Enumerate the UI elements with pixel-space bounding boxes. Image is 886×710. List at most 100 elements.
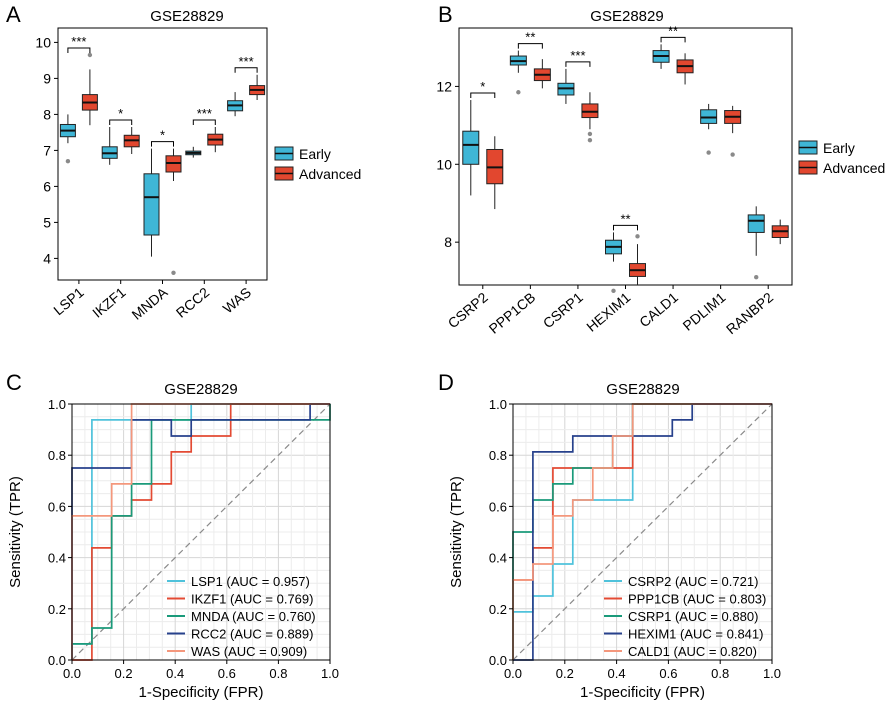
legend-label: Early [823,140,855,156]
x-tick-label: 1.0 [763,666,781,681]
y-tick-label: 12 [436,78,452,94]
plot-frame [57,27,268,281]
y-tick-label: 0.8 [489,448,507,463]
panel-letter-d: D [438,370,454,395]
significance-bracket [517,43,543,49]
x-tick-label: 0.6 [218,666,236,681]
significance-label: *** [239,54,254,69]
y-tick-label: 0.0 [489,653,507,668]
roc-curve-rcc2 [71,403,330,660]
y-axis-label: Sensitivity (TPR) [448,476,465,588]
roc-curve-cald1 [512,403,772,660]
x-tick-label: PDLIM1 [680,289,729,334]
x-tick-label: CSRP1 [540,289,586,331]
y-tick-label: 7 [43,142,51,158]
x-tick-label: 0.0 [504,666,522,681]
roc-curve-ikzf1 [72,403,330,661]
outlier-point [730,152,735,157]
y-tick-label: 0.0 [48,653,66,668]
significance-bracket [613,224,638,231]
plot-frame [458,27,793,286]
legend-label: HEXIM1 (AUC = 0.841) [628,627,763,642]
legend-label: Advanced [299,166,361,182]
boxplot-a: 4 5 6 7 8 9 10 LSP1 *** IKZF1 * MNDA * RCC2 *** WAS *** E… [35,27,361,323]
y-tick-label: 0.4 [489,551,507,566]
x-tick-label: 0.8 [269,666,287,681]
x-tick-label: 1.0 [321,666,339,681]
panel-a-title: GSE28829 [150,8,223,25]
significance-bracket [192,119,216,125]
x-tick-label: RCC2 [173,284,213,321]
legend-label: IKZF1 (AUC = 0.769) [191,592,313,607]
x-tick-label: 0.6 [659,666,677,681]
x-tick-label: CSRP2 [445,289,491,331]
legend-label: Early [299,146,331,162]
roc-curve-hexim1 [513,403,772,661]
legend-label: MNDA (AUC = 0.760) [191,609,316,624]
legend-label: WAS (AUC = 0.909) [191,644,307,659]
y-tick-label: 10 [35,34,51,50]
significance-label: * [160,128,165,143]
y-tick-label: 0.2 [48,602,66,617]
x-tick-label: 0.0 [63,666,81,681]
roc-plot-d: 0.00.0 0.2 0.2 0.4 0.4 0.6 0.6 0.8 0.8 1.0 1.0 1-Sp… [448,397,781,701]
y-tick-label: 8 [444,234,452,250]
x-tick-label: WAS [220,284,254,316]
legend-label: CALD1 (AUC = 0.820) [628,644,757,659]
significance-label: ** [668,23,678,38]
significance-bracket [109,119,133,125]
panel-c-title: GSE28829 [164,381,237,398]
x-tick-label: 0.4 [608,666,626,681]
outlier-point [611,288,616,294]
significance-bracket [660,36,686,43]
legend-label: Advanced [823,160,885,176]
y-tick-label: 0.6 [48,499,66,514]
y-tick-label: 6 [43,178,51,194]
significance-bracket [565,61,591,67]
y-tick-label: 0.6 [489,499,507,514]
panel-d-title: GSE28829 [606,381,679,398]
x-tick-label: LSP1 [50,284,87,318]
panel-b-title: GSE28829 [590,8,663,25]
x-axis-label: 1-Specificity (FPR) [138,684,263,701]
y-tick-label: 0.4 [48,551,66,566]
outlier-point [587,131,593,137]
panel-letter-a: A [6,2,21,27]
y-tick-label: 0.2 [489,602,507,617]
outlier-point [754,275,759,280]
y-tick-label: 10 [436,156,452,172]
significance-label: * [480,79,485,94]
box-early [143,173,160,236]
significance-label: *** [71,34,86,49]
significance-label: * [118,106,123,121]
significance-label: *** [570,48,585,63]
x-tick-label: 0.2 [115,666,133,681]
x-tick-label: RANBP2 [723,289,776,337]
x-tick-label: CALD1 [636,289,681,330]
significance-bracket [470,92,496,99]
outlier-point [516,90,521,95]
legend-label: RCC2 (AUC = 0.889) [191,627,313,642]
plot-frame [71,403,331,661]
outlier-point [171,270,176,275]
panel-letter-b: B [438,2,453,27]
roc-curve-mnda [71,404,331,660]
outlier-point [706,150,711,155]
legend-label: PPP1CB (AUC = 0.803) [628,592,766,607]
x-tick-label: 0.4 [166,666,184,681]
x-axis-label: 1-Specificity (FPR) [580,684,705,701]
boxplot-b: 8 10 12 CSRP2 * PPP1CB ** CSRP1 *** HEXIM1 ** CALD1… [436,23,885,337]
y-tick-label: 0.8 [48,448,66,463]
significance-label: ** [620,211,630,226]
box-early [747,214,765,233]
y-tick-label: 8 [43,106,51,122]
roc-plot-c: 0.00.0 0.2 0.2 0.4 0.4 0.6 0.6 0.8 0.8 1.0 1.0 1-Sp… [7,397,339,701]
diagonal-reference-line [512,403,773,661]
outlier-point [87,52,93,58]
significance-bracket [234,67,258,73]
x-tick-label: HEXIM1 [583,289,633,335]
plot-frame [512,403,773,661]
y-tick-label: 5 [43,214,51,230]
diagonal-reference-line [71,403,331,661]
